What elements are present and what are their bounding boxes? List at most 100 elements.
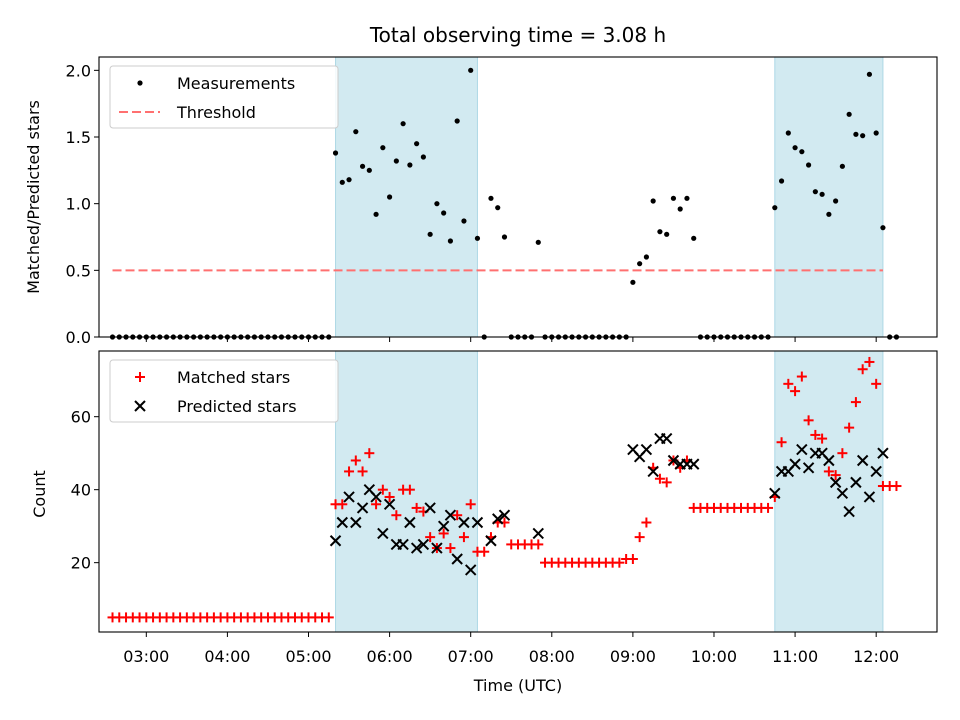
- x-axis-label: Time (UTC): [473, 676, 562, 695]
- predicted-star-point: [877, 447, 889, 459]
- predicted-star-point: [688, 458, 700, 470]
- y-tick-label: 60: [71, 408, 91, 427]
- matched-star-point: [891, 481, 902, 492]
- predicted-star-point-stroke: [836, 487, 849, 500]
- measurement-point: [400, 121, 406, 127]
- measurement-point: [380, 145, 386, 151]
- shaded-interval: [774, 57, 883, 337]
- matched-star-point: [796, 371, 807, 382]
- predicted-star-point-stroke: [404, 516, 416, 529]
- measurement-point: [785, 130, 791, 136]
- measurement-point: [860, 133, 866, 139]
- predicted-star-point-stroke: [850, 476, 862, 489]
- measurement-point: [670, 195, 677, 201]
- predicted-star-point: [829, 476, 842, 489]
- predicted-star-point: [856, 454, 869, 467]
- matched-star-point: [411, 502, 422, 513]
- predicted-star-point-stroke: [437, 520, 450, 532]
- predicted-star-point: [850, 476, 862, 489]
- predicted-star-point-stroke: [329, 535, 342, 547]
- x-tick-label: 04:00: [204, 647, 250, 666]
- measurement-point: [454, 118, 460, 124]
- measurement-point: [373, 211, 379, 217]
- predicted-star-point-stroke: [485, 535, 497, 547]
- measurement-point: [691, 235, 697, 241]
- predicted-star-point-stroke: [660, 432, 673, 445]
- matched-star-point: [364, 448, 375, 459]
- y-tick-label: 1.5: [66, 128, 91, 147]
- matched-star-point: [337, 499, 348, 510]
- top-panel: 0.0 0.5 1.0 1.5 2.0 Measurements Threshold: [66, 56, 938, 347]
- predicted-star-point: [498, 509, 511, 521]
- x-tick-label: 06:00: [367, 647, 413, 666]
- matched-star-point: [445, 543, 456, 554]
- predicted-star-point-stroke: [431, 542, 443, 554]
- predicted-star-point-stroke: [343, 491, 355, 503]
- matched-star-point: [830, 470, 841, 481]
- measurement-point: [420, 154, 426, 160]
- matched-star-point: [817, 433, 828, 444]
- measurement-point: [386, 194, 393, 200]
- measurement-point: [434, 201, 440, 207]
- matched-star-point: [344, 466, 355, 477]
- y-tick-label: 0.5: [66, 261, 91, 280]
- measurement-point: [474, 235, 481, 241]
- predicted-star-point-stroke: [647, 465, 659, 478]
- predicted-star-point: [660, 432, 673, 445]
- predicted-star-point: [836, 487, 849, 500]
- legend-label: Predicted stars: [177, 397, 297, 416]
- predicted-star-point-stroke: [356, 502, 369, 514]
- predicted-star-point-stroke: [627, 443, 639, 456]
- legend-marker: [137, 80, 143, 86]
- predicted-star-point: [410, 542, 423, 554]
- x-tick-label: 11:00: [772, 647, 818, 666]
- shaded-interval: [335, 57, 478, 337]
- measurement-point: [346, 177, 352, 183]
- shaded-interval: [335, 351, 478, 632]
- x-tick-label: 12:00: [853, 647, 899, 666]
- matched-star-point: [533, 539, 544, 550]
- matched-star-point: [857, 364, 868, 375]
- predicted-star-point: [464, 564, 477, 576]
- predicted-star-point-stroke: [843, 505, 855, 518]
- x-tick-label: 08:00: [529, 647, 575, 666]
- predicted-star-point-stroke: [350, 516, 362, 529]
- matched-star-point: [661, 477, 672, 488]
- predicted-star-point-stroke: [863, 491, 876, 503]
- matched-star-point: [823, 466, 834, 477]
- matched-star-point: [776, 437, 787, 448]
- matched-star-point: [614, 557, 625, 568]
- shaded-interval: [774, 351, 883, 632]
- measurement-point: [684, 195, 690, 201]
- predicted-star-point-stroke: [640, 443, 653, 456]
- measurement-point: [799, 149, 805, 155]
- legend-label: Measurements: [177, 74, 295, 93]
- predicted-star-point: [458, 516, 470, 529]
- bottom-y-axis-label: Count: [30, 470, 49, 518]
- x-tick-label: 03:00: [123, 647, 169, 666]
- measurement-point: [792, 145, 798, 151]
- y-tick-label: 40: [71, 481, 91, 500]
- predicted-star-point: [370, 491, 382, 503]
- predicted-star-point: [424, 502, 436, 514]
- matched-star-point: [654, 473, 665, 484]
- predicted-star-point-stroke: [464, 564, 477, 576]
- bottom-panel: 20 40 60 03:00 04:00 05:00 06:00 07:00 08:00 09:0…: [71, 350, 938, 666]
- predicted-star-point: [343, 491, 355, 503]
- matched-star-point: [803, 415, 814, 426]
- matched-star-point: [425, 532, 436, 543]
- x-tick-label: 09:00: [610, 647, 656, 666]
- matched-star-point: [864, 356, 875, 367]
- predicted-star-point: [451, 553, 463, 565]
- predicted-star-point: [789, 458, 801, 470]
- predicted-star-point: [843, 505, 855, 518]
- measurement-point: [332, 150, 339, 156]
- predicted-star-point: [640, 443, 653, 456]
- predicted-star-point: [492, 513, 504, 525]
- predicted-star-point-stroke: [336, 516, 348, 529]
- matched-star-point: [357, 466, 368, 477]
- measurement-point: [812, 189, 818, 195]
- measurement-point: [819, 191, 825, 197]
- predicted-star-point-stroke: [397, 538, 409, 551]
